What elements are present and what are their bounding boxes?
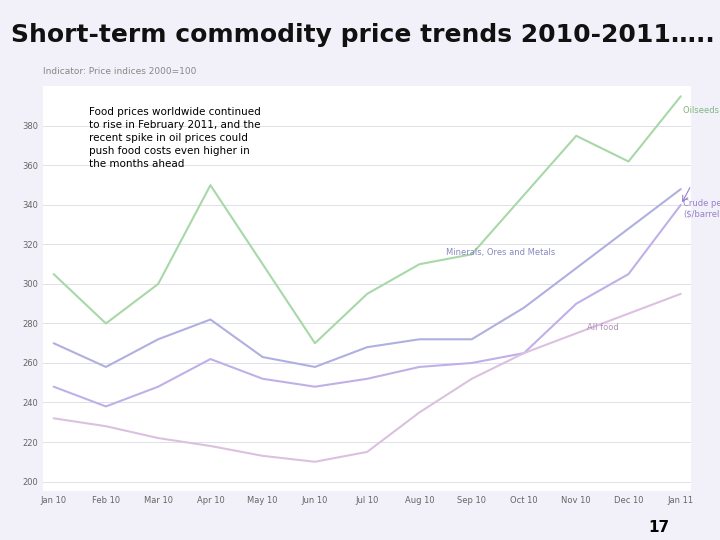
Text: Indicator: Price indices 2000=100: Indicator: Price indices 2000=100: [43, 68, 197, 76]
Text: Short-term commodity price trends 2010-2011…..: Short-term commodity price trends 2010-2…: [11, 23, 714, 46]
Text: 17: 17: [649, 519, 670, 535]
Text: All food: All food: [587, 323, 618, 332]
Text: Crude petroleum UK Brent
($/barrel): Crude petroleum UK Brent ($/barrel): [683, 199, 720, 219]
Text: Food prices worldwide continued
to rise in February 2011, and the
recent spike i: Food prices worldwide continued to rise …: [89, 107, 261, 170]
Text: Minerals, Ores and Metals: Minerals, Ores and Metals: [446, 248, 555, 257]
Text: Oilseeds and oils: Oilseeds and oils: [683, 106, 720, 114]
